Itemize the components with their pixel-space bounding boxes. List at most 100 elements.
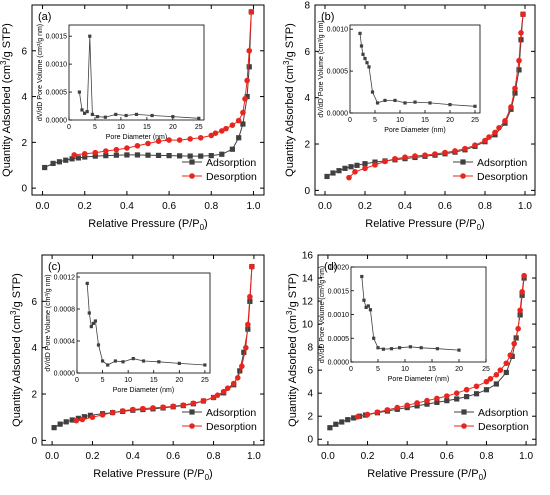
inset-y-tick-label: 0.0000 [328,360,350,367]
data-point [243,344,249,351]
y-tick-label: 4 [21,92,27,103]
data-point [246,47,253,54]
data-point [404,402,410,409]
inset-x-tick-label: 0 [349,366,353,373]
data-point [414,403,420,409]
inset-y-tick-label: 0.0005 [46,90,68,97]
inset-chart: 0 5 10 15 20 25 0.0000 0.0004 0.0008 0.0012 Pore D… [45,272,211,394]
data-point [240,121,246,127]
data-point [442,149,448,156]
y-tick-label: 4 [31,343,37,354]
data-point [394,404,401,411]
inset-data-point [103,115,107,119]
legend-marker [189,409,195,415]
inset-x-tick-label: 15 [428,366,436,373]
data-point [229,122,236,128]
panel-c: 0.0 0.2 0.4 0.6 0.8 1.0 0 2 4 6 Relative Pressure … [9,254,265,482]
panel-b: 0.0 0.2 0.4 0.6 0.8 1.0 0 2 4 6 8 Relative Pressure… [282,1,536,232]
data-point [434,399,440,405]
data-point [166,153,172,159]
data-point [92,149,99,156]
inset-chart: 0 5 10 15 20 25 0.0000 0.0005 0.0010 0.0015 Pore D… [37,24,205,141]
inset-x-tick-label: 0 [75,377,79,384]
x-tick-label: 1.0 [519,451,533,462]
inset-x-tick-label: 10 [401,366,409,373]
inset-data-point [171,115,175,119]
data-point [113,152,119,158]
y-tick-label: 10 [302,320,314,331]
x-tick-label: 0.4 [126,451,140,462]
inset-data-point [121,360,125,364]
data-point [130,406,136,413]
data-point [362,161,368,167]
legend-marker [461,423,467,429]
data-point [372,162,378,168]
y-tick-label: 6 [307,366,313,377]
legend-marker [461,409,467,415]
data-point [502,118,508,124]
data-point [351,415,357,421]
inset-data-point [90,112,94,117]
legend-entry: Desorption [206,421,257,433]
inset-data-point [370,90,375,94]
data-point [63,419,69,425]
inset-y-tick-label: 0.0010 [46,62,68,69]
panel-label: (d) [324,261,337,273]
inset-x-tick-label: 5 [101,377,105,384]
y-axis-label: Quantity Adsorbed (cm3/g STP) [0,23,13,177]
inset-data-point [157,360,161,364]
data-point [508,104,514,110]
inset-data-point [88,34,92,38]
inset-x-tick-label: 20 [175,377,183,384]
data-point [197,134,204,141]
data-point [483,387,490,393]
data-point [155,138,162,145]
inset-data-point [359,44,364,48]
data-point [63,157,69,163]
inset-data-point [419,346,423,350]
inset-frame [68,24,205,121]
y-tick-label: 0 [304,186,310,197]
data-point [354,162,360,168]
x-axis-label: Relative Pressure (P/P0) [93,468,212,482]
x-tick-label: 0.2 [361,451,375,462]
data-point [339,419,345,425]
inset-x-tick-label: 0 [348,117,352,124]
y-tick-label: 4 [307,389,313,400]
inset-x-tick-label: 10 [117,124,125,131]
legend-marker [460,159,466,165]
inset-data-point [134,112,139,117]
inset-data-point [368,308,373,312]
inset-x-tick-label: 0 [67,124,71,131]
data-point [89,414,96,420]
y-tick-label: 6 [21,46,27,57]
inset-data-point [435,347,439,351]
data-point [364,411,371,418]
inset-data-point [448,103,452,107]
inset-y-tick-label: 0.0005 [328,336,350,343]
data-point [50,160,56,167]
inset-data-point [403,101,407,105]
legend-entry: Desorption [206,171,257,183]
data-point [493,371,500,378]
data-point [486,134,492,140]
y-tick-label: 16 [302,251,314,262]
legend-entry: Adsorption [477,157,527,169]
inset-data-point [91,321,95,325]
legend-entry: Desorption [477,171,528,183]
data-point [208,132,215,139]
data-point [220,388,227,395]
data-point [511,340,517,347]
data-point [180,402,187,408]
inset-data-point [177,361,181,365]
data-point [177,153,183,159]
x-tick-label: 1.0 [518,201,532,212]
data-point [245,321,251,328]
data-point [198,153,204,159]
data-point [99,412,106,418]
inset-frame [350,266,487,363]
data-point [432,151,438,157]
inset-x-tick-label: 25 [195,124,203,131]
series-desorption [346,11,526,181]
legend: Adsorption Desorption [182,407,257,433]
